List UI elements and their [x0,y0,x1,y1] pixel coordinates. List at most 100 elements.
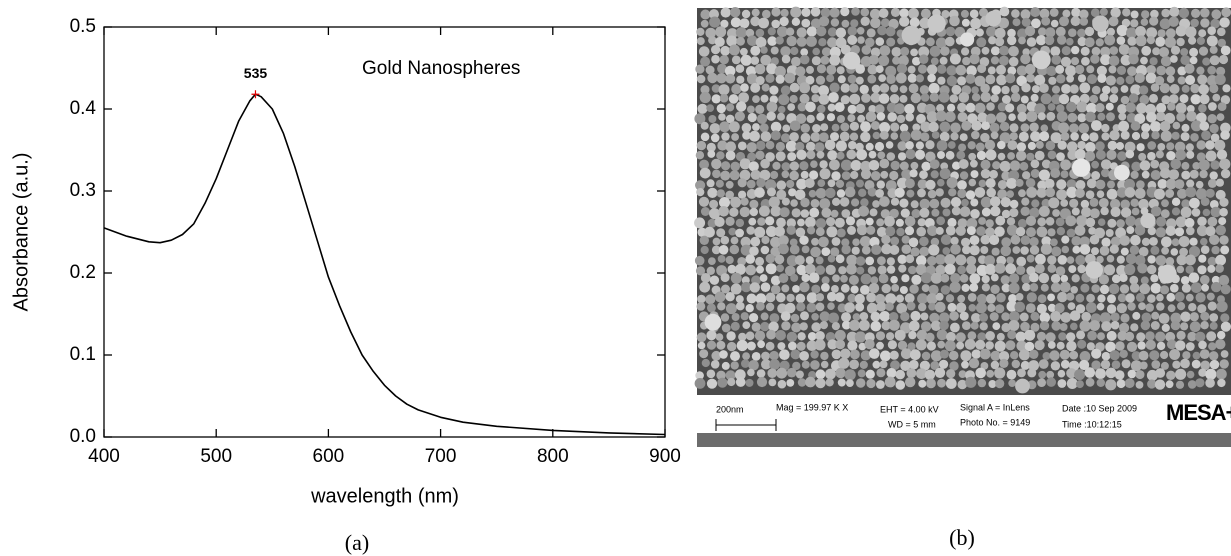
particle [1025,303,1036,313]
particle [896,63,908,74]
particle [1061,46,1071,56]
particle [1126,341,1138,352]
particle [999,160,1011,172]
particle [1219,359,1229,369]
particle [735,27,747,39]
particle [805,35,817,47]
particle [1047,293,1055,302]
particle [1075,188,1085,199]
particle [1115,341,1125,351]
particle [1008,379,1016,388]
particle [1034,74,1046,86]
particle [746,188,757,199]
particle [778,94,790,106]
particle [911,274,922,285]
particle [1166,151,1176,161]
particle [827,150,838,161]
particle [750,16,761,27]
particle [1149,57,1158,66]
particle [1190,133,1199,142]
particle [880,209,891,219]
particle [905,141,914,150]
particle [1051,321,1061,331]
particle [777,105,786,114]
particle [930,272,943,284]
particle [831,237,841,246]
particle [1195,292,1206,303]
particle [725,303,737,315]
particle [1066,141,1078,152]
particle [827,179,836,188]
particle [1111,274,1121,284]
particle [709,16,721,28]
particle [1079,351,1091,362]
particle [986,369,995,378]
particle [754,187,765,198]
particle [704,226,715,238]
particle [817,104,826,114]
particle [935,254,946,265]
particle [905,254,915,264]
particle [984,255,995,266]
particle [1170,158,1182,170]
particle [1119,284,1130,294]
particle [1100,159,1112,170]
info-text: WD = 5 mm [888,419,936,429]
particle [767,36,777,46]
particle [1016,340,1027,352]
particle [1084,367,1096,378]
particle [699,235,709,245]
particle [920,272,932,284]
particle [860,273,872,285]
particle [751,322,761,332]
particle [1110,320,1120,330]
particle [711,54,720,64]
particle [1135,370,1145,380]
particle [937,76,946,85]
particle [940,234,952,245]
particle [742,131,751,140]
particle [1198,104,1207,113]
particle [864,339,875,350]
particle [1008,46,1019,57]
particle [840,44,852,55]
particle [985,74,996,85]
particle [715,333,724,341]
particle [721,161,731,171]
particle [1127,66,1137,77]
particle [1078,123,1090,134]
particle [1166,339,1177,350]
particle [1057,140,1067,150]
particle [860,7,870,17]
particle [1140,276,1149,285]
particle [811,313,819,321]
particle [1120,207,1132,218]
particle [1222,84,1231,93]
particle [870,171,881,181]
particle [1196,66,1205,75]
particle [770,121,782,133]
particle [856,378,866,388]
particle [806,340,818,352]
particle [766,101,778,113]
particle [700,207,710,216]
particle [1086,293,1095,303]
particle [1085,190,1095,199]
particle [1021,283,1031,292]
particle [981,121,990,131]
particle [1166,218,1177,229]
particle [970,209,980,219]
particle [815,378,826,389]
particle [789,82,800,93]
particle [850,19,859,28]
particle [806,65,814,74]
particle [699,281,711,293]
particle [885,293,897,305]
particle [934,301,946,313]
particle [1134,254,1146,266]
particle [757,340,765,349]
particle [975,367,986,379]
particle [1109,46,1119,55]
particle [1210,18,1220,29]
particle [1165,178,1177,190]
